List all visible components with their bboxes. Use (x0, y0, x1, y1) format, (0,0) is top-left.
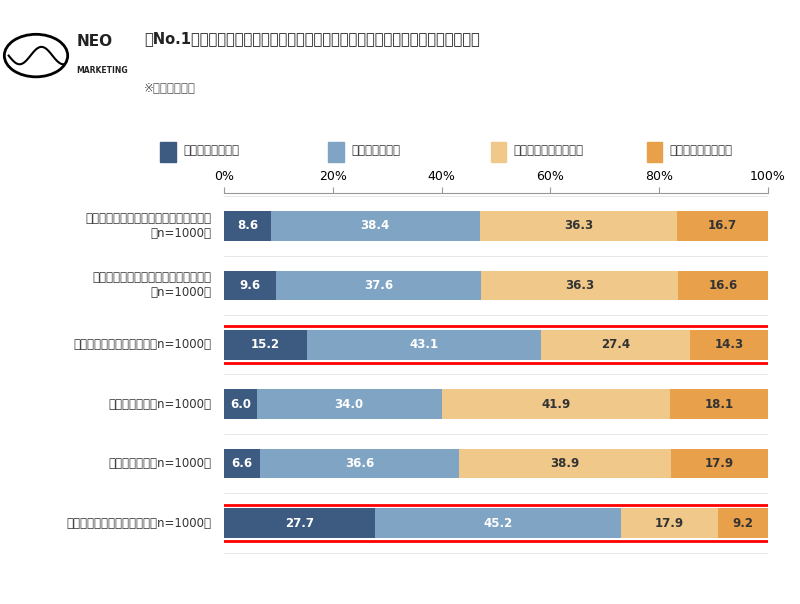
Bar (224, 449, 260, 478)
Text: 36.3: 36.3 (564, 219, 593, 233)
Bar (257, 390, 442, 419)
Text: 17.9: 17.9 (705, 457, 734, 470)
Text: 41.9: 41.9 (541, 397, 570, 411)
Bar (224, 211, 270, 241)
Bar (224, 330, 306, 359)
Text: 43.1: 43.1 (410, 338, 438, 352)
Text: 38.4: 38.4 (361, 219, 390, 233)
Text: 商品・サービスを購入・使用してみたい
（n=1000）: 商品・サービスを購入・使用してみたい （n=1000） (86, 212, 212, 240)
Text: NEO: NEO (76, 34, 113, 48)
Text: 9.6: 9.6 (239, 279, 261, 292)
Bar (224, 508, 374, 538)
Text: 15.2: 15.2 (250, 338, 280, 352)
Text: 商品・サービスを詳細に調べてみたい
（n=1000）: 商品・サービスを詳細に調べてみたい （n=1000） (93, 271, 212, 300)
Text: 安心ができる（n=1000）: 安心ができる（n=1000） (109, 457, 212, 470)
Bar (306, 330, 541, 359)
Text: ※回答者：全員: ※回答者：全員 (144, 82, 196, 95)
Text: 34.0: 34.0 (334, 397, 364, 411)
Bar (677, 211, 768, 241)
Text: ややあてはまる: ややあてはまる (351, 144, 401, 158)
Text: 9.2: 9.2 (733, 516, 754, 530)
Bar (541, 330, 690, 359)
Text: 36.6: 36.6 (345, 457, 374, 470)
Bar (222, 504, 770, 541)
Text: MARKETING: MARKETING (76, 66, 128, 74)
Bar (690, 330, 768, 359)
Bar (374, 508, 621, 538)
Text: 18.1: 18.1 (704, 397, 734, 411)
Bar (670, 449, 768, 478)
Bar (481, 271, 678, 300)
Text: 16.7: 16.7 (708, 219, 737, 233)
Text: あまりあてはまらない: あまりあてはまらない (514, 144, 584, 158)
Bar (670, 390, 768, 419)
Bar (718, 508, 768, 538)
Text: 本当にそうなのかなと思う（n=1000）: 本当にそうなのかなと思う（n=1000） (66, 516, 212, 530)
Text: 8.6: 8.6 (237, 219, 258, 233)
Bar (329, 142, 344, 162)
Text: 37.6: 37.6 (364, 279, 393, 292)
Bar (224, 390, 257, 419)
Bar (678, 271, 769, 300)
Text: 14.3: 14.3 (714, 338, 744, 352)
Bar (270, 211, 480, 241)
Text: 6.0: 6.0 (230, 397, 251, 411)
Bar (160, 142, 176, 162)
Text: 36.3: 36.3 (565, 279, 594, 292)
Text: 信頼ができる（n=1000）: 信頼ができる（n=1000） (109, 397, 212, 411)
Text: 利用者の意見を知りたい（n=1000）: 利用者の意見を知りたい（n=1000） (74, 338, 212, 352)
Text: 「No.1」「トップ」などのフレーズが記載された商品・サービスの広告への印象: 「No.1」「トップ」などのフレーズが記載された商品・サービスの広告への印象 (144, 31, 480, 47)
Bar (480, 211, 677, 241)
Bar (224, 271, 276, 300)
Text: とてもあてはまる: とてもあてはまる (183, 144, 239, 158)
Bar (276, 271, 481, 300)
Text: 16.6: 16.6 (709, 279, 738, 292)
Bar (442, 390, 670, 419)
Text: 17.9: 17.9 (654, 516, 684, 530)
Text: 27.4: 27.4 (601, 338, 630, 352)
Text: 6.6: 6.6 (231, 457, 253, 470)
Text: 38.9: 38.9 (550, 457, 579, 470)
Bar (459, 449, 670, 478)
Bar (222, 326, 770, 363)
Bar (260, 449, 459, 478)
Text: 全くあてはまらない: 全くあてはまらない (670, 144, 733, 158)
Bar (621, 508, 718, 538)
Text: 27.7: 27.7 (285, 516, 314, 530)
Bar (646, 142, 662, 162)
Bar (490, 142, 506, 162)
Text: 45.2: 45.2 (483, 516, 512, 530)
